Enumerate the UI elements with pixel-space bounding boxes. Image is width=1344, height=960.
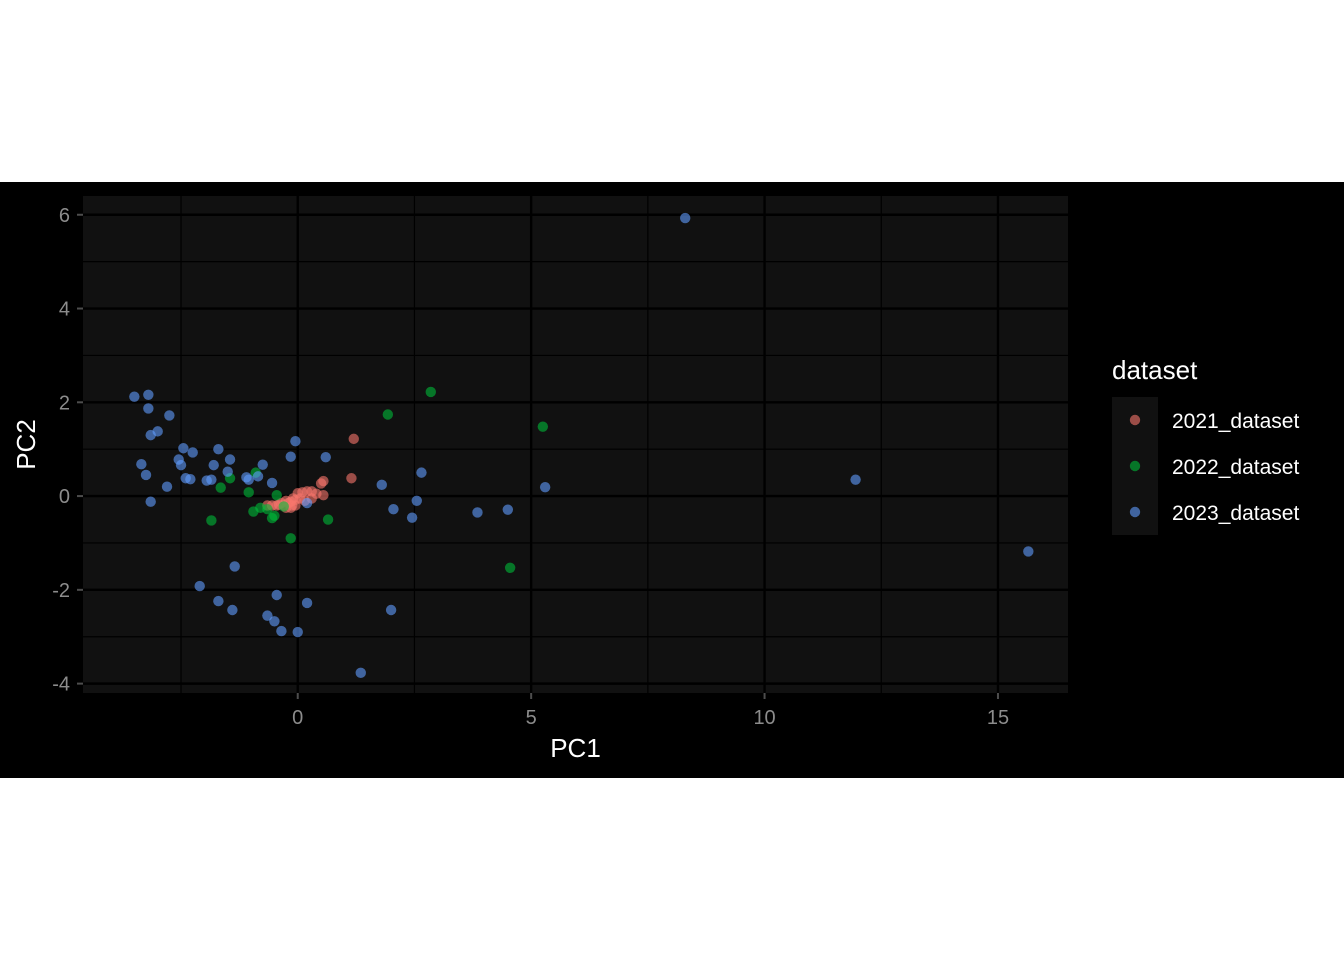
data-point <box>262 504 273 515</box>
data-point <box>322 514 334 525</box>
data-point <box>206 474 217 485</box>
data-point <box>140 469 152 481</box>
data-point <box>175 459 187 471</box>
data-point <box>320 451 331 463</box>
y-tick-label: 0 <box>59 486 70 508</box>
legend-title: dataset <box>1112 355 1198 385</box>
x-tick-label: 0 <box>292 707 303 729</box>
data-point <box>143 389 154 400</box>
data-point <box>269 616 280 627</box>
data-points <box>129 212 1034 679</box>
data-point <box>376 479 387 491</box>
data-point <box>145 496 156 507</box>
data-point <box>269 510 280 521</box>
data-point <box>243 474 254 485</box>
data-point <box>252 471 264 482</box>
data-point <box>152 426 163 437</box>
legend-label: 2021_dataset <box>1172 410 1299 433</box>
data-point <box>271 489 282 501</box>
data-point <box>136 458 147 470</box>
y-tick-label: 4 <box>59 299 70 321</box>
y-tick-label: -2 <box>52 580 70 602</box>
data-point <box>348 433 359 445</box>
legend-items: 2021_dataset 2022_dataset 2023_dataset <box>1129 410 1299 525</box>
axis-ticks <box>77 213 999 699</box>
data-point <box>285 451 296 462</box>
data-point <box>315 478 327 489</box>
data-point <box>208 459 219 471</box>
data-point <box>502 504 514 515</box>
data-point <box>187 447 198 458</box>
legend: dataset 2021_dataset 2022_dataset 2023_dat… <box>1112 355 1299 535</box>
x-tick-label: 10 <box>753 707 775 729</box>
data-point <box>164 410 175 421</box>
legend-key <box>1129 506 1141 518</box>
legend-label: 2022_dataset <box>1172 456 1299 479</box>
data-point <box>229 561 240 572</box>
legend-label: 2023_dataset <box>1172 502 1299 525</box>
data-point <box>213 595 224 607</box>
x-tick-labels: 0 5 10 15 <box>292 707 1009 729</box>
legend-key <box>1129 460 1141 472</box>
data-point <box>346 473 357 484</box>
data-point <box>1023 546 1034 557</box>
x-tick-label: 15 <box>987 707 1009 729</box>
y-tick-label: 6 <box>59 205 70 227</box>
plot-panel <box>83 196 1068 693</box>
data-point <box>215 482 226 493</box>
data-point <box>266 477 278 489</box>
data-point <box>222 466 233 477</box>
series-2022_dataset <box>206 386 549 574</box>
data-point <box>416 467 427 478</box>
data-point <box>411 495 422 506</box>
data-point <box>129 391 140 402</box>
data-point <box>161 481 173 492</box>
y-axis-title: PC2 <box>11 419 41 470</box>
data-point <box>504 562 516 574</box>
data-point <box>539 481 551 493</box>
data-point <box>425 386 436 398</box>
data-point <box>292 626 303 638</box>
minor-grid <box>83 196 1068 693</box>
series-2023_dataset <box>129 212 1034 679</box>
data-point <box>385 604 397 616</box>
data-point <box>276 625 287 637</box>
data-point <box>290 436 301 447</box>
data-point <box>278 501 289 512</box>
data-point <box>537 421 549 432</box>
data-point <box>243 487 254 498</box>
data-point <box>213 443 224 455</box>
data-point <box>194 580 205 592</box>
y-tick-label: -4 <box>52 674 70 696</box>
data-point <box>257 459 268 470</box>
data-point <box>178 443 189 454</box>
data-point <box>224 454 236 465</box>
data-point <box>262 610 273 621</box>
y-tick-labels: -4 -2 0 2 4 6 <box>52 205 70 696</box>
data-point <box>206 515 217 526</box>
data-point <box>680 212 691 224</box>
legend-key <box>1129 414 1141 426</box>
data-point <box>185 473 196 485</box>
data-point <box>301 597 313 609</box>
y-tick-label: 2 <box>59 392 70 414</box>
data-point <box>355 667 366 679</box>
data-point <box>472 507 483 518</box>
x-tick-label: 5 <box>526 707 537 729</box>
data-point <box>227 604 238 616</box>
data-point <box>285 533 296 544</box>
data-point <box>382 409 394 420</box>
data-point <box>301 497 313 509</box>
x-axis-title: PC1 <box>550 733 601 763</box>
data-point <box>388 504 399 515</box>
data-point <box>406 512 418 523</box>
data-point <box>850 474 861 485</box>
data-point <box>271 589 282 601</box>
data-point <box>143 403 154 414</box>
